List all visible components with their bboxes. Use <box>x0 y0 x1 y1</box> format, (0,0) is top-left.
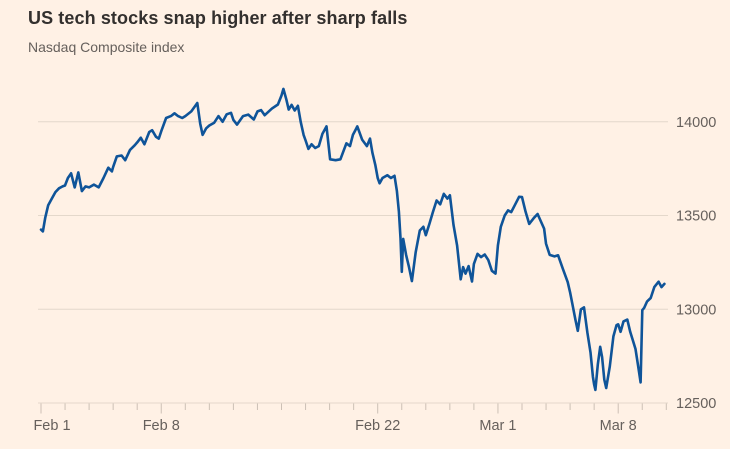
x-axis-label: Feb 8 <box>143 418 180 434</box>
x-axis-label: Feb 1 <box>33 418 70 434</box>
x-axis-labels: Feb 1 Feb 8 Feb 22 Mar 1 Mar 8 <box>33 418 636 434</box>
chart-subtitle: Nasdaq Composite index <box>28 38 185 55</box>
x-axis-label: Feb 22 <box>355 418 400 434</box>
y-axis-labels: 12500 13000 13500 14000 <box>676 115 716 412</box>
y-axis-label: 13500 <box>676 209 716 225</box>
chart-header: US tech stocks snap higher after sharp f… <box>28 8 408 55</box>
y-axis-label: 12500 <box>676 396 716 412</box>
price-line <box>39 87 666 392</box>
x-axis-label: Mar 1 <box>479 418 516 434</box>
x-axis-label: Mar 8 <box>600 418 637 434</box>
y-axis-label: 13000 <box>676 302 716 318</box>
y-gridlines <box>38 121 668 404</box>
chart-title: US tech stocks snap higher after sharp f… <box>28 8 408 28</box>
x-axis-ticks <box>40 403 667 414</box>
y-axis-label: 14000 <box>676 115 716 131</box>
